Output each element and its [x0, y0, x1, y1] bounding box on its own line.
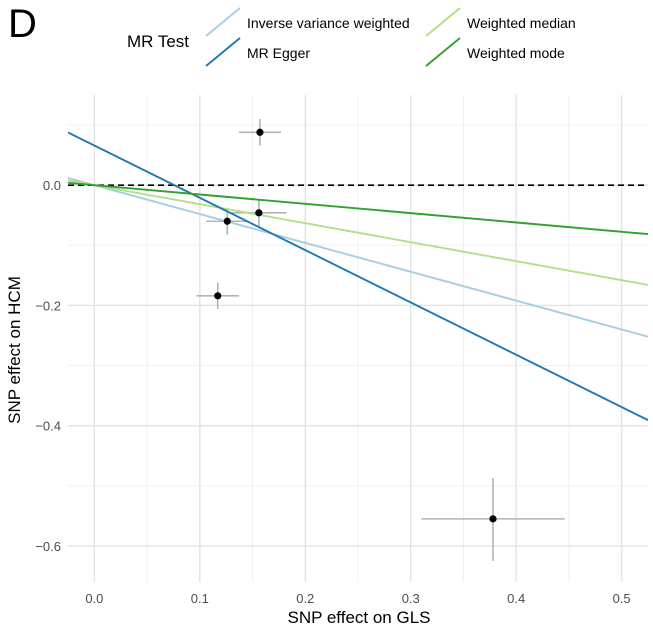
y-axis-label: SNP effect on HCM	[5, 276, 24, 424]
legend: MR Test Inverse variance weighted MR Egge…	[127, 7, 576, 67]
data-point	[255, 209, 263, 217]
x-tick-label: 0.1	[191, 591, 209, 606]
x-tick-label: 0.3	[402, 591, 420, 606]
x-tick-label: 0.0	[85, 591, 103, 606]
legend-label: Weighted mode	[467, 45, 565, 61]
legend-label: Inverse variance weighted	[247, 15, 410, 31]
legend-key	[205, 37, 241, 67]
y-tick-label: −0.6	[35, 539, 61, 554]
x-tick-label: 0.4	[507, 591, 525, 606]
regression-line	[68, 177, 648, 338]
data-point	[489, 515, 497, 523]
y-tick-label: −0.2	[35, 298, 61, 313]
plot-area: 0.0 0.1 0.2 0.3 0.4 0.5 0.0 −0.2 −0.4 −0.6	[35, 95, 648, 606]
data-point	[256, 128, 264, 136]
y-tick-label: 0.0	[43, 178, 61, 193]
regression-line	[68, 181, 648, 236]
legend-key	[205, 7, 241, 37]
regression-line	[68, 179, 648, 286]
panel-label: D	[8, 2, 37, 46]
regression-lines	[68, 131, 648, 421]
legend-key	[425, 37, 461, 67]
legend-key	[425, 7, 461, 37]
legend-label: MR Egger	[247, 45, 310, 61]
regression-line	[68, 131, 648, 421]
x-tick-label: 0.2	[296, 591, 314, 606]
legend-label: Weighted median	[467, 15, 576, 31]
y-tick-label: −0.4	[35, 419, 61, 434]
x-axis-label: SNP effect on GLS	[287, 608, 430, 627]
x-tick-label: 0.5	[613, 591, 631, 606]
legend-title: MR Test	[127, 32, 189, 51]
data-point	[223, 217, 231, 225]
data-point	[214, 292, 222, 300]
